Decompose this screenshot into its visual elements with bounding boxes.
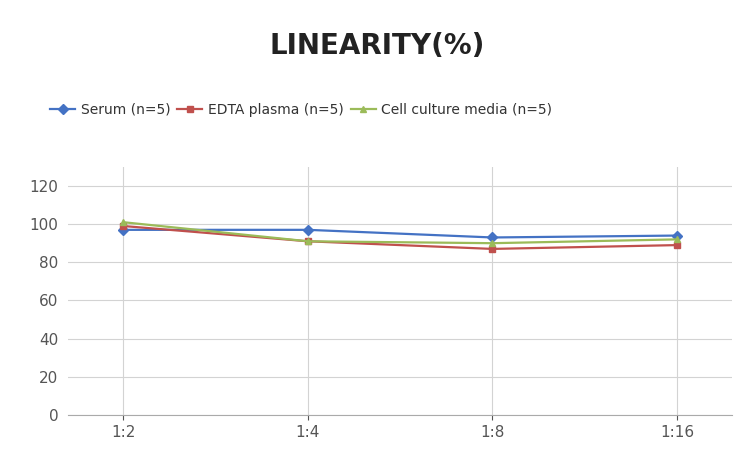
Text: LINEARITY(%): LINEARITY(%) [270,32,485,60]
Legend: Serum (n=5), EDTA plasma (n=5), Cell culture media (n=5): Serum (n=5), EDTA plasma (n=5), Cell cul… [45,97,558,122]
